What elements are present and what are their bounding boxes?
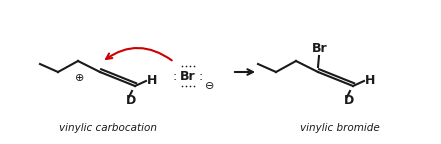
Text: Br: Br	[312, 41, 328, 54]
Text: H: H	[365, 73, 375, 87]
Text: D: D	[344, 93, 354, 107]
Text: ⊕: ⊕	[75, 73, 85, 83]
Text: :: :	[173, 70, 177, 83]
Text: vinylic bromide: vinylic bromide	[300, 123, 380, 133]
Text: :: :	[199, 70, 203, 83]
Text: D: D	[126, 93, 136, 107]
Text: vinylic carbocation: vinylic carbocation	[59, 123, 157, 133]
Text: H: H	[147, 73, 157, 87]
Text: ⊖: ⊖	[206, 81, 215, 91]
Text: Br: Br	[180, 70, 196, 83]
